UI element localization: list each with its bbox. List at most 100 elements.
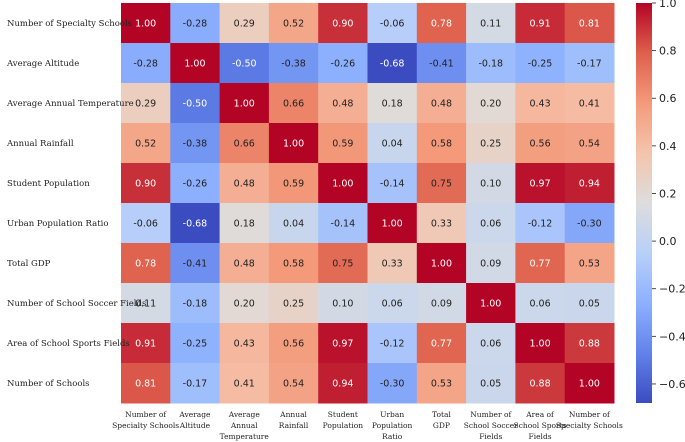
- heatmap-value-r2-c5: 0.18: [382, 99, 403, 110]
- heatmap-cell-r9-c2: [219, 363, 270, 404]
- heatmap-cell-r7-c4: [318, 283, 368, 324]
- heatmap-value-r0-c9: 0.81: [579, 19, 600, 30]
- row-label-2: Average Annual Temperature: [6, 99, 134, 109]
- heatmap-cell-r1-c9: [564, 43, 615, 84]
- heatmap-cell-r4-c2: [219, 163, 270, 204]
- column-label-0: Number of Specialty Schools: [112, 410, 179, 430]
- heatmap-cell-r2-c0: [121, 83, 171, 124]
- heatmap-cell-r9-c8: [515, 363, 566, 404]
- heatmap-cell-r9-c7: [466, 363, 516, 404]
- heatmap-value-r9-c4: 0.94: [332, 379, 353, 390]
- heatmap-value-r6-c8: 0.77: [529, 259, 550, 270]
- heatmap-value-r8-c3: 0.56: [283, 339, 304, 350]
- row-label-8: Area of School Sports Fields: [6, 339, 130, 349]
- heatmap-cell-r5-c8: [515, 203, 566, 244]
- heatmap-value-r5-c1: -0.68: [183, 219, 208, 230]
- colorbar-tick-label-2: 0.6: [659, 92, 677, 105]
- heatmap-cell-r3-c0: [121, 123, 171, 164]
- heatmap-cells: 1.00 -0.28 0.29 0.52 0.90 -0.06 0.78 0.11 0.91 0.…: [121, 3, 615, 404]
- heatmap-cell-r3-c3: [268, 123, 319, 164]
- heatmap-value-r5-c5: 1.00: [382, 219, 403, 230]
- heatmap-cell-r9-c5: [367, 363, 418, 404]
- row-label-0: Number of Specialty Schools: [7, 19, 132, 29]
- heatmap-value-r7-c5: 0.06: [382, 299, 403, 310]
- heatmap-value-r2-c6: 0.48: [431, 99, 452, 110]
- heatmap-value-r9-c7: 0.05: [480, 379, 501, 390]
- heatmap-value-r3-c3: 1.00: [283, 139, 304, 150]
- heatmap-cell-r9-c1: [170, 363, 221, 404]
- heatmap-value-r8-c1: -0.25: [183, 339, 208, 350]
- heatmap-cell-r6-c5: [367, 243, 418, 284]
- heatmap-value-r8-c2: 0.43: [234, 339, 255, 350]
- heatmap-value-r9-c3: 0.54: [283, 379, 304, 390]
- row-labels: Number of Specialty Schools Average Altit…: [6, 19, 146, 389]
- heatmap-value-r3-c9: 0.54: [579, 139, 600, 150]
- heatmap-cell-r7-c1: [170, 283, 221, 324]
- heatmap-cell-r2-c3: [268, 83, 319, 124]
- colorbar-tick-label-7: −0.4: [659, 330, 685, 343]
- heatmap-value-r0-c3: 0.52: [283, 19, 304, 30]
- heatmap-value-r1-c1: 1.00: [184, 59, 205, 70]
- heatmap-value-r8-c8: 1.00: [529, 339, 550, 350]
- heatmap-value-r6-c3: 0.58: [283, 259, 304, 270]
- heatmap-value-r8-c0: 0.91: [135, 339, 156, 350]
- heatmap-cell-r9-c6: [416, 363, 467, 404]
- heatmap-cell-r5-c3: [268, 203, 319, 244]
- heatmap-value-r3-c5: 0.04: [382, 139, 403, 150]
- heatmap-cell-r3-c4: [318, 123, 368, 164]
- heatmap-value-r6-c7: 0.09: [480, 259, 501, 270]
- heatmap-value-r3-c2: 0.66: [234, 139, 255, 150]
- heatmap-value-r5-c0: -0.06: [133, 219, 158, 230]
- heatmap-cell-r3-c5: [367, 123, 418, 164]
- colorbar-tick-label-6: −0.2: [659, 283, 685, 296]
- heatmap-cell-r0-c8: [515, 3, 566, 44]
- heatmap-value-r5-c4: -0.14: [331, 219, 356, 230]
- heatmap-value-r5-c8: -0.12: [528, 219, 553, 230]
- heatmap-value-r2-c7: 0.20: [480, 99, 501, 110]
- heatmap-value-r6-c9: 0.53: [579, 259, 600, 270]
- heatmap-value-r5-c9: -0.30: [577, 219, 602, 230]
- column-label-6: Total GDP: [432, 410, 451, 430]
- heatmap-value-r9-c6: 0.53: [431, 379, 452, 390]
- heatmap-cell-r7-c6: [416, 283, 467, 324]
- heatmap-value-r2-c4: 0.48: [332, 99, 353, 110]
- heatmap-value-r2-c3: 0.66: [283, 99, 304, 110]
- heatmap-cell-r0-c5: [367, 3, 418, 44]
- heatmap-value-r6-c0: 0.78: [135, 259, 156, 270]
- heatmap-value-r8-c4: 0.97: [332, 339, 353, 350]
- row-label-5: Urban Population Ratio: [7, 219, 108, 229]
- heatmap-cell-r1-c1: [170, 43, 221, 84]
- heatmap-value-r5-c3: 0.04: [283, 219, 304, 230]
- heatmap-cell-r4-c1: [170, 163, 221, 204]
- heatmap-value-r3-c6: 0.58: [431, 139, 452, 150]
- heatmap-value-r1-c4: -0.26: [331, 59, 356, 70]
- heatmap-value-r7-c2: 0.20: [234, 299, 255, 310]
- heatmap-value-r2-c2: 1.00: [234, 99, 255, 110]
- heatmap-value-r3-c1: -0.38: [183, 139, 208, 150]
- heatmap-cell-r5-c5: [367, 203, 418, 244]
- heatmap-value-r8-c7: 0.06: [480, 339, 501, 350]
- heatmap-cell-r2-c8: [515, 83, 566, 124]
- heatmap-cell-r0-c0: [121, 3, 171, 44]
- column-label-5: Urban Population Ratio: [372, 410, 413, 441]
- heatmap-cell-r7-c7: [466, 283, 516, 324]
- heatmap-cell-r9-c4: [318, 363, 368, 404]
- heatmap-cell-r6-c8: [515, 243, 566, 284]
- heatmap-value-r0-c2: 0.29: [234, 19, 255, 30]
- heatmap-cell-r8-c9: [564, 323, 615, 364]
- heatmap-cell-r4-c0: [121, 163, 171, 204]
- heatmap-cell-r8-c4: [318, 323, 368, 364]
- heatmap-value-r1-c7: -0.18: [478, 59, 503, 70]
- heatmap-cell-r2-c7: [466, 83, 516, 124]
- heatmap-cell-r5-c7: [466, 203, 516, 244]
- colorbar-gradient: [636, 3, 652, 403]
- heatmap-value-r9-c0: 0.81: [135, 379, 156, 390]
- heatmap-cell-r0-c3: [268, 3, 319, 44]
- heatmap-value-r4-c9: 0.94: [579, 179, 600, 190]
- row-label-4: Student Population: [7, 179, 90, 189]
- heatmap-cell-r6-c3: [268, 243, 319, 284]
- heatmap-cell-r1-c6: [416, 43, 467, 84]
- column-label-2: Average Annual Temperature: [220, 410, 270, 441]
- heatmap-value-r4-c5: -0.14: [380, 179, 405, 190]
- colorbar: 1.0 0.8 0.6 0.4 0.2 0.0 −0.2 −0.4 −0.6: [636, 0, 685, 403]
